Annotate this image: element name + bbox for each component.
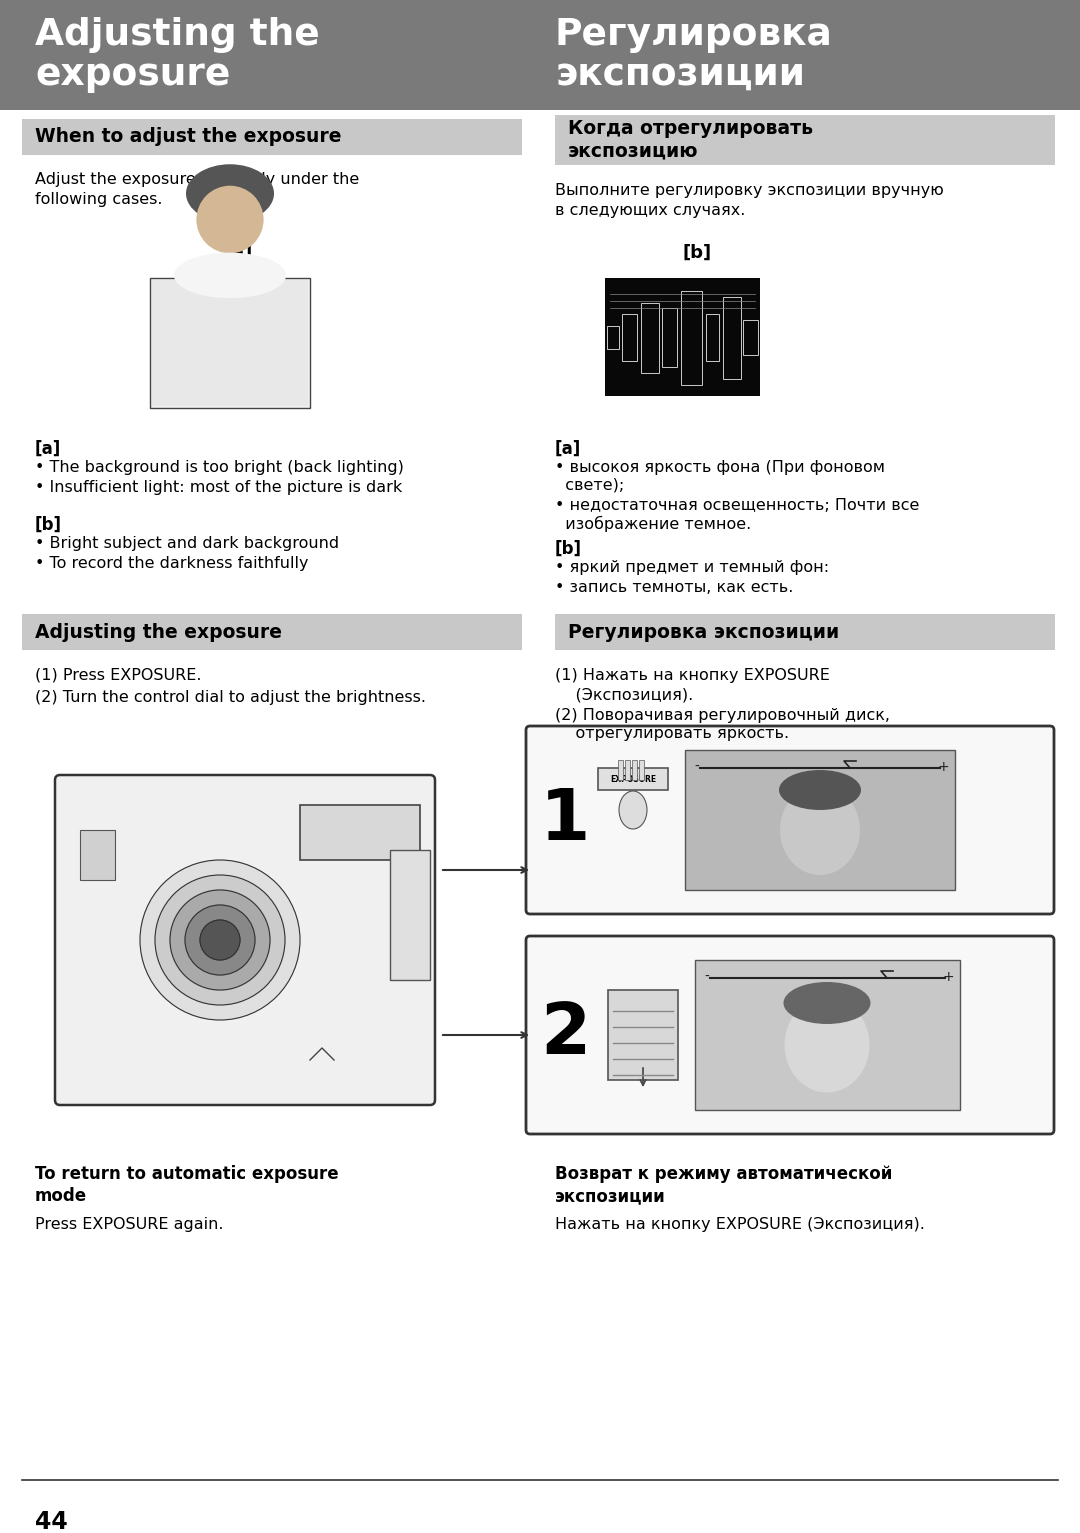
Bar <box>625 760 630 780</box>
Bar <box>555 615 1055 650</box>
Ellipse shape <box>174 253 286 297</box>
Bar <box>639 760 644 780</box>
Bar <box>607 327 619 350</box>
Text: (Экспозиция).: (Экспозиция). <box>555 688 693 704</box>
Text: EXPOSURE: EXPOSURE <box>610 774 656 783</box>
Ellipse shape <box>784 998 869 1093</box>
Bar <box>743 320 758 356</box>
Text: Возврат к режиму автоматической
экспозиции: Возврат к режиму автоматической экспозиц… <box>555 1165 892 1205</box>
Text: Регулировка
экспозиции: Регулировка экспозиции <box>555 17 833 94</box>
Bar <box>706 314 719 360</box>
Ellipse shape <box>197 185 264 253</box>
Bar <box>22 120 522 155</box>
Bar <box>300 805 420 860</box>
Text: изображение темное.: изображение темное. <box>555 517 752 532</box>
Ellipse shape <box>783 983 870 1024</box>
Bar <box>662 308 677 366</box>
FancyBboxPatch shape <box>526 937 1054 1134</box>
FancyBboxPatch shape <box>526 727 1054 914</box>
Ellipse shape <box>780 785 860 875</box>
Ellipse shape <box>619 791 647 829</box>
Text: • яркий предмет и темный фон:: • яркий предмет и темный фон: <box>555 560 829 575</box>
Text: 44: 44 <box>35 1510 68 1533</box>
Bar <box>598 768 669 789</box>
Bar <box>696 960 960 1110</box>
Bar <box>80 829 114 880</box>
Text: отрегулировать яркость.: отрегулировать яркость. <box>555 727 789 740</box>
Text: [a]: [a] <box>555 440 581 458</box>
Text: (1) Нажать на кнопку EXPOSURE: (1) Нажать на кнопку EXPOSURE <box>555 668 829 684</box>
Text: Выполните регулировку экспозиции вручную
в следующих случаях.: Выполните регулировку экспозиции вручную… <box>555 182 944 218</box>
Bar <box>605 277 760 396</box>
Bar <box>555 115 1055 166</box>
Text: [b]: [b] <box>555 540 582 558</box>
Circle shape <box>200 920 240 960</box>
Text: Press EXPOSURE again.: Press EXPOSURE again. <box>35 1217 224 1233</box>
Bar <box>608 990 678 1081</box>
Bar <box>618 760 623 780</box>
Bar <box>22 615 522 650</box>
Text: [b]: [b] <box>683 244 712 262</box>
Text: [b]: [b] <box>35 517 62 533</box>
Bar <box>681 291 702 385</box>
Bar <box>150 277 310 408</box>
Text: [a]: [a] <box>35 440 62 458</box>
Text: [a]: [a] <box>225 244 253 262</box>
Text: • Bright subject and dark background: • Bright subject and dark background <box>35 537 339 550</box>
Text: • запись темноты, как есть.: • запись темноты, как есть. <box>555 579 794 595</box>
Text: • высокоя яркость фона (При фоновом: • высокоя яркость фона (При фоновом <box>555 460 885 475</box>
Text: Adjusting the
exposure: Adjusting the exposure <box>35 17 320 94</box>
Text: When to adjust the exposure: When to adjust the exposure <box>35 127 341 147</box>
Text: (2) Поворачивая регулировочный диск,: (2) Поворачивая регулировочный диск, <box>555 708 890 724</box>
Ellipse shape <box>779 770 861 809</box>
Text: • Insufficient light: most of the picture is dark: • Insufficient light: most of the pictur… <box>35 480 402 495</box>
Bar <box>0 0 1080 110</box>
Text: Нажать на кнопку EXPOSURE (Экспозиция).: Нажать на кнопку EXPOSURE (Экспозиция). <box>555 1217 924 1233</box>
Bar <box>632 760 637 780</box>
Text: Adjusting the exposure: Adjusting the exposure <box>35 622 282 641</box>
Text: свете);: свете); <box>555 478 624 494</box>
Text: -: - <box>704 970 710 984</box>
Text: • The background is too bright (back lighting): • The background is too bright (back lig… <box>35 460 404 475</box>
Circle shape <box>156 875 285 1006</box>
Text: Когда отрегулировать
экспозицию: Когда отрегулировать экспозицию <box>568 120 813 161</box>
Text: (1) Press EXPOSURE.: (1) Press EXPOSURE. <box>35 668 202 684</box>
Text: -: - <box>694 760 700 774</box>
Text: Регулировка экспозиции: Регулировка экспозиции <box>568 622 839 641</box>
Text: • To record the darkness faithfully: • To record the darkness faithfully <box>35 556 309 570</box>
Text: • недостаточная освещенность; Почти все: • недостаточная освещенность; Почти все <box>555 498 919 514</box>
FancyBboxPatch shape <box>55 776 435 1105</box>
Bar <box>390 849 430 980</box>
Text: +: + <box>937 760 949 774</box>
Text: 1: 1 <box>540 785 590 854</box>
Ellipse shape <box>186 164 274 222</box>
Text: 2: 2 <box>540 1001 590 1070</box>
Circle shape <box>185 904 255 975</box>
Bar <box>152 281 308 406</box>
Text: (2) Turn the control dial to adjust the brightness.: (2) Turn the control dial to adjust the … <box>35 690 426 705</box>
Bar <box>642 304 659 373</box>
Circle shape <box>170 891 270 990</box>
Bar <box>685 750 955 891</box>
Text: To return to automatic exposure
mode: To return to automatic exposure mode <box>35 1165 339 1205</box>
Bar <box>622 314 637 360</box>
Circle shape <box>140 860 300 1019</box>
Bar <box>723 297 741 379</box>
Text: +: + <box>942 970 954 984</box>
Text: Adjust the exposure manually under the
following cases.: Adjust the exposure manually under the f… <box>35 172 360 207</box>
